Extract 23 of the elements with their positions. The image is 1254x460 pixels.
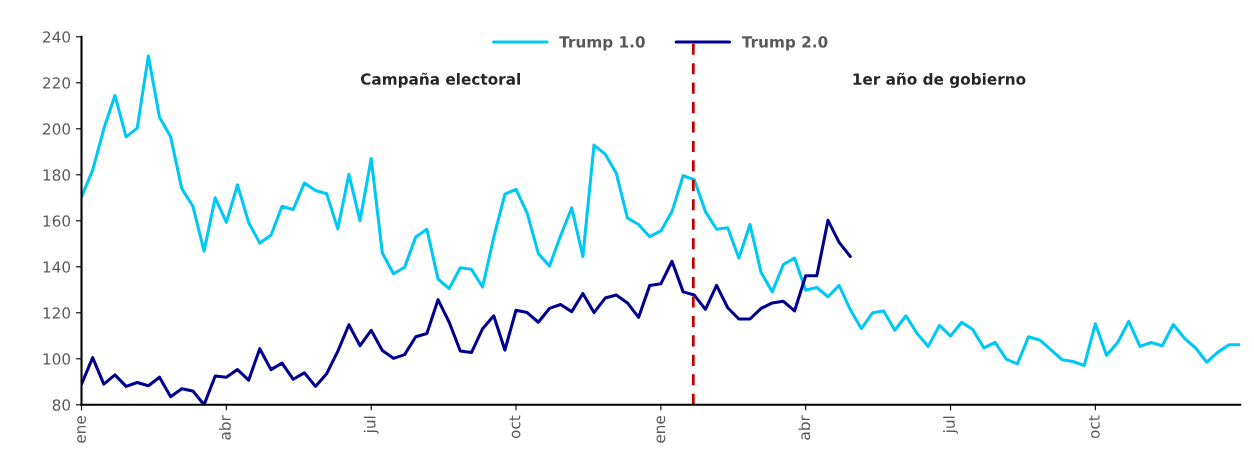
x-tick-label: ene — [656, 416, 666, 443]
x-tick-label: jul — [363, 416, 379, 434]
x-tick-label: oct — [509, 415, 521, 439]
x-tick-label: ene — [77, 416, 86, 443]
legend-label: Trump 1.0 — [559, 36, 645, 51]
legend-label: Trump 2.0 — [741, 36, 828, 51]
x-tick-label: jul — [943, 416, 958, 434]
y-tick-label: 140 — [43, 261, 71, 273]
x-tick-label: oct — [1088, 415, 1100, 439]
y-tick-label: 160 — [43, 215, 71, 227]
annotation: Campaña electoral — [360, 72, 520, 88]
y-tick-label: 80 — [52, 399, 71, 411]
annotation: 1er año de gobierno — [853, 72, 1026, 88]
y-tick-label: 120 — [43, 307, 71, 319]
y-tick-label: 200 — [43, 123, 71, 135]
y-tick-label: 180 — [43, 169, 71, 181]
y-tick-label: 100 — [43, 353, 71, 365]
y-tick-label: 240 — [43, 31, 71, 43]
x-tick-label: abr — [218, 415, 231, 440]
line-series — [81, 218, 852, 405]
y-tick-label: 220 — [43, 77, 71, 89]
line-series — [81, 54, 1241, 367]
x-tick-label: abr — [798, 415, 811, 440]
